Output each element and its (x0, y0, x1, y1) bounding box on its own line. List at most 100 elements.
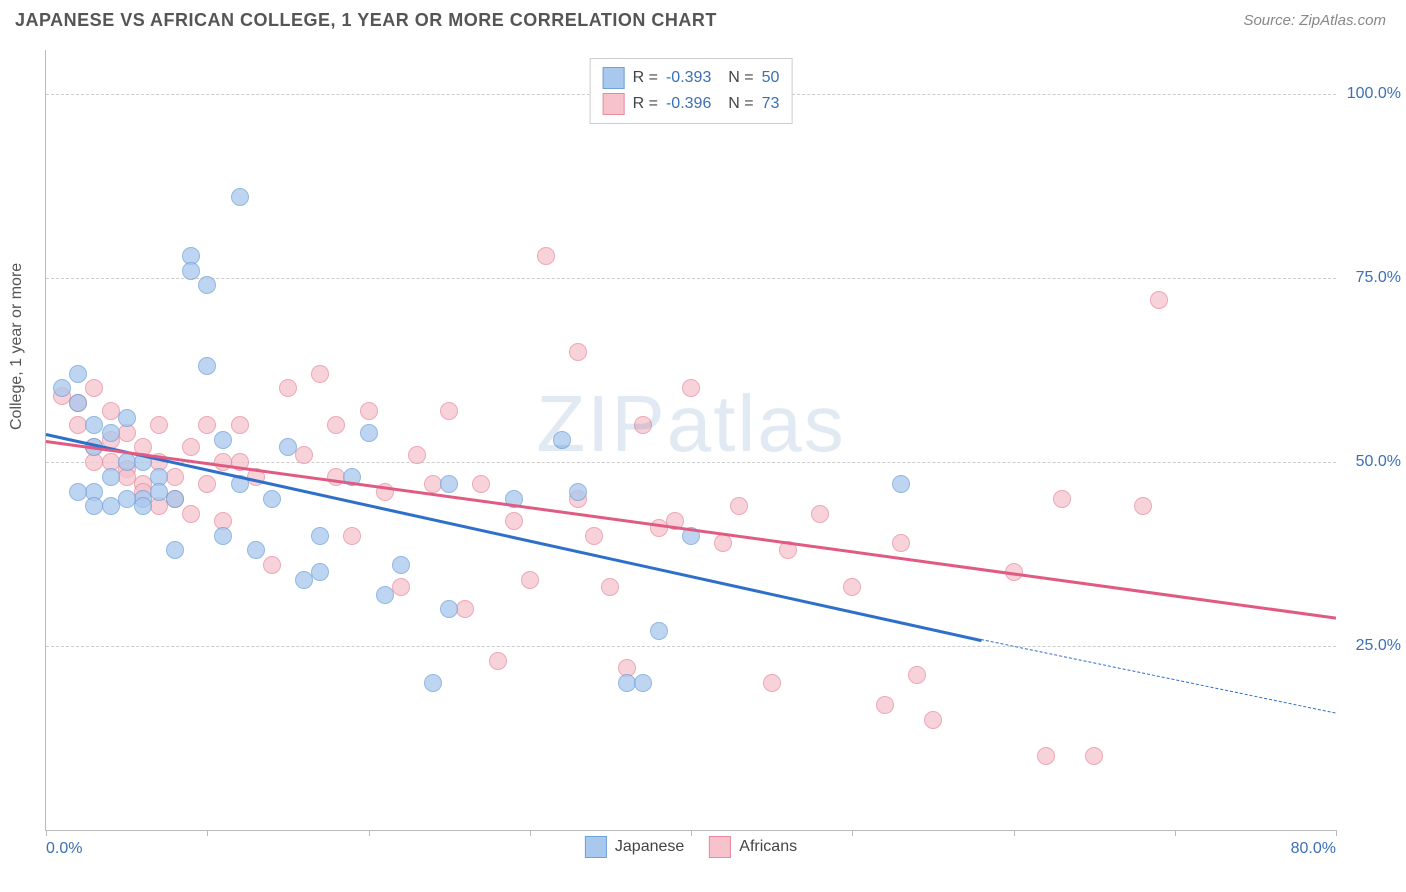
scatter-point (134, 497, 152, 515)
swatch-japanese-icon (585, 836, 607, 858)
scatter-point (166, 541, 184, 559)
scatter-point (150, 416, 168, 434)
x-tick-mark (369, 830, 370, 836)
scatter-point (53, 379, 71, 397)
x-tick-label: 0.0% (46, 840, 82, 858)
scatter-point (1150, 291, 1168, 309)
y-tick-label: 100.0% (1347, 85, 1401, 103)
y-tick-label: 75.0% (1356, 269, 1401, 287)
legend-label-japanese: Japanese (615, 838, 684, 856)
scatter-point (69, 394, 87, 412)
y-tick-label: 50.0% (1356, 453, 1401, 471)
legend-item-japanese: Japanese (585, 836, 684, 858)
r-value-japanese: -0.393 (666, 69, 711, 87)
scatter-point (214, 527, 232, 545)
scatter-point (569, 343, 587, 361)
scatter-point (279, 379, 297, 397)
chart-plot-area: ZIPatlas R = -0.393 N = 50 R = -0.396 N … (45, 50, 1336, 831)
n-value-japanese: 50 (762, 69, 780, 87)
scatter-point (85, 379, 103, 397)
scatter-point (440, 402, 458, 420)
swatch-japanese-icon (603, 67, 625, 89)
scatter-point (198, 416, 216, 434)
scatter-point (360, 424, 378, 442)
r-label: R = (633, 69, 658, 87)
scatter-point (118, 409, 136, 427)
scatter-point (924, 711, 942, 729)
x-tick-mark (1014, 830, 1015, 836)
x-tick-mark (46, 830, 47, 836)
scatter-point (118, 490, 136, 508)
scatter-point (311, 563, 329, 581)
swatch-africans-icon (709, 836, 731, 858)
scatter-point (69, 483, 87, 501)
scatter-point (214, 431, 232, 449)
scatter-point (295, 446, 313, 464)
scatter-point (166, 490, 184, 508)
scatter-point (537, 247, 555, 265)
scatter-point (763, 674, 781, 692)
legend-label-africans: Africans (739, 838, 797, 856)
scatter-point (892, 534, 910, 552)
scatter-point (343, 527, 361, 545)
scatter-point (231, 416, 249, 434)
n-value-africans: 73 (762, 95, 780, 113)
scatter-point (263, 556, 281, 574)
regression-line (46, 433, 982, 641)
scatter-point (811, 505, 829, 523)
stats-row-africans: R = -0.396 N = 73 (603, 91, 780, 117)
scatter-point (472, 475, 490, 493)
scatter-point (489, 652, 507, 670)
scatter-point (198, 357, 216, 375)
scatter-point (198, 475, 216, 493)
scatter-point (569, 483, 587, 501)
scatter-point (1085, 747, 1103, 765)
regression-line-extrapolated (981, 639, 1336, 714)
scatter-point (585, 527, 603, 545)
scatter-point (392, 556, 410, 574)
scatter-point (166, 468, 184, 486)
y-tick-label: 25.0% (1356, 637, 1401, 655)
scatter-point (521, 571, 539, 589)
scatter-point (424, 674, 442, 692)
scatter-point (505, 512, 523, 530)
scatter-point (198, 276, 216, 294)
scatter-point (1134, 497, 1152, 515)
x-tick-label: 80.0% (1291, 840, 1336, 858)
stats-row-japanese: R = -0.393 N = 50 (603, 65, 780, 91)
scatter-point (182, 262, 200, 280)
scatter-point (1037, 747, 1055, 765)
scatter-point (456, 600, 474, 618)
gridline (46, 278, 1336, 279)
scatter-point (730, 497, 748, 515)
x-tick-mark (852, 830, 853, 836)
scatter-point (714, 534, 732, 552)
scatter-point (650, 622, 668, 640)
scatter-point (231, 188, 249, 206)
x-tick-mark (691, 830, 692, 836)
scatter-point (601, 578, 619, 596)
legend-item-africans: Africans (709, 836, 797, 858)
scatter-point (311, 527, 329, 545)
scatter-point (908, 666, 926, 684)
scatter-point (408, 446, 426, 464)
n-label: N = (719, 95, 753, 113)
x-tick-mark (1175, 830, 1176, 836)
scatter-point (327, 416, 345, 434)
scatter-point (392, 578, 410, 596)
scatter-point (182, 438, 200, 456)
scatter-point (1053, 490, 1071, 508)
scatter-point (892, 475, 910, 493)
x-tick-mark (207, 830, 208, 836)
y-axis-label: College, 1 year or more (8, 263, 26, 430)
scatter-point (182, 505, 200, 523)
scatter-point (440, 475, 458, 493)
scatter-point (360, 402, 378, 420)
r-value-africans: -0.396 (666, 95, 711, 113)
r-label: R = (633, 95, 658, 113)
regression-line (46, 440, 1336, 619)
scatter-point (440, 600, 458, 618)
x-tick-mark (530, 830, 531, 836)
scatter-point (876, 696, 894, 714)
scatter-point (682, 379, 700, 397)
